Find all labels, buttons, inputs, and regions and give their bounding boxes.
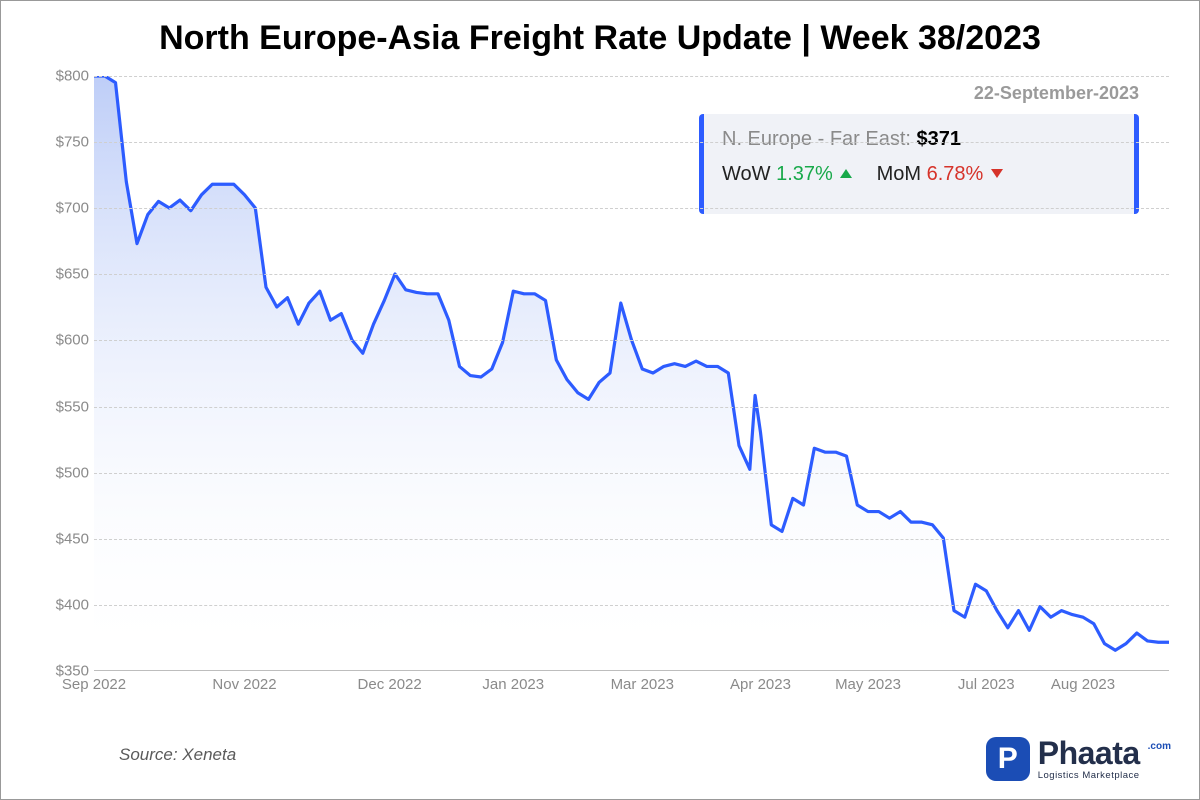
x-axis-label: Apr 2023	[730, 676, 791, 693]
chart-container: 22-September-2023 N. Europe - Far East: …	[39, 76, 1169, 701]
x-axis-label: Jul 2023	[958, 676, 1015, 693]
wow-value: 1.37%	[776, 163, 833, 185]
y-axis-label: $600	[39, 332, 89, 349]
y-axis-label: $400	[39, 596, 89, 613]
gridline	[94, 208, 1169, 209]
route-value: $371	[917, 128, 962, 150]
wow-label: WoW	[722, 163, 771, 185]
x-axis-label: Jan 2023	[482, 676, 544, 693]
x-axis-label: Aug 2023	[1051, 676, 1115, 693]
info-box: N. Europe - Far East: $371 WoW 1.37% MoM…	[699, 114, 1139, 214]
mom-value: 6.78%	[927, 163, 984, 185]
gridline	[94, 539, 1169, 540]
logo-name: Phaata	[1038, 737, 1140, 769]
x-axis-label: May 2023	[835, 676, 901, 693]
logo-badge-icon: P	[986, 737, 1030, 781]
logo-subtitle: Logistics Marketplace	[1038, 771, 1140, 781]
x-axis-label: Sep 2022	[62, 676, 126, 693]
y-axis-label: $550	[39, 398, 89, 415]
gridline	[94, 274, 1169, 275]
x-axis-label: Dec 2022	[358, 676, 422, 693]
source-attribution: Source: Xeneta	[119, 745, 236, 765]
gridline	[94, 142, 1169, 143]
gridline	[94, 340, 1169, 341]
brand-logo: P Phaata Logistics Marketplace .com	[986, 737, 1171, 781]
route-label: N. Europe - Far East:	[722, 128, 911, 150]
info-date: 22-September-2023	[974, 83, 1139, 104]
y-axis-label: $800	[39, 68, 89, 85]
plot-area: 22-September-2023 N. Europe - Far East: …	[94, 76, 1169, 671]
y-axis-label: $750	[39, 134, 89, 151]
gridline	[94, 605, 1169, 606]
info-stats: WoW 1.37% MoM 6.78%	[722, 163, 1116, 186]
x-axis-label: Mar 2023	[611, 676, 674, 693]
y-axis-label: $700	[39, 200, 89, 217]
x-axis-label: Nov 2022	[212, 676, 276, 693]
gridline	[94, 473, 1169, 474]
gridline	[94, 76, 1169, 77]
y-axis-label: $500	[39, 464, 89, 481]
arrow-down-icon	[991, 169, 1003, 178]
logo-text: Phaata Logistics Marketplace	[1038, 737, 1140, 781]
logo-com: .com	[1148, 741, 1171, 752]
chart-title: North Europe-Asia Freight Rate Update | …	[1, 1, 1199, 68]
mom-label: MoM	[877, 163, 921, 185]
y-axis-label: $450	[39, 530, 89, 547]
arrow-up-icon	[840, 169, 852, 178]
info-route: N. Europe - Far East: $371	[722, 128, 1116, 151]
gridline	[94, 407, 1169, 408]
y-axis-label: $650	[39, 266, 89, 283]
